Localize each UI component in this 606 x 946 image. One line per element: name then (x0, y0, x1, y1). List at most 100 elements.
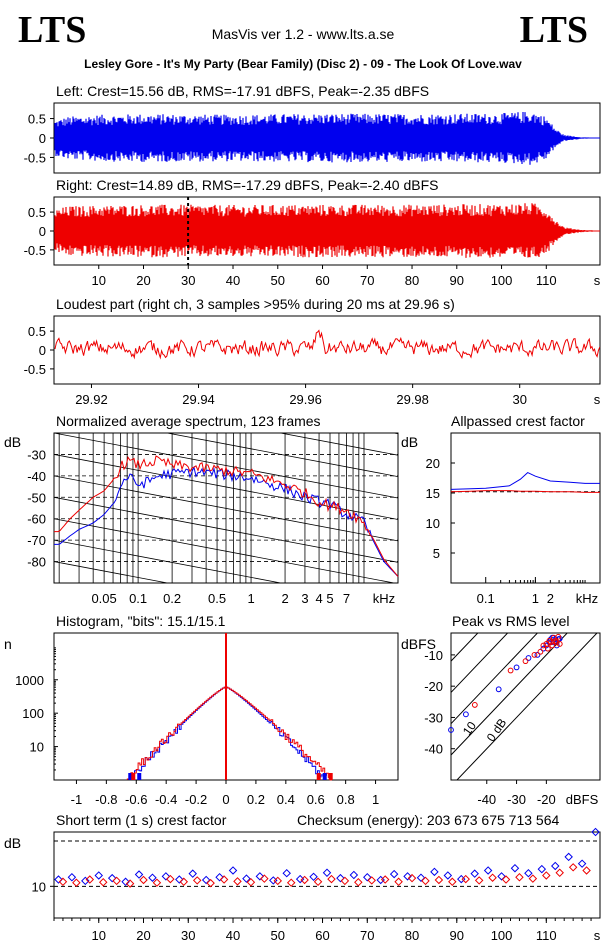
allpassed-y-unit: dB (401, 434, 418, 450)
short-term-x-label: 90 (450, 928, 464, 943)
peak-rms-point-red (544, 645, 551, 652)
short-term-point-blue (54, 875, 63, 884)
histogram-x-label: -0.2 (185, 792, 207, 807)
peak-rms-y-label: -10 (424, 648, 443, 663)
spectrum-y-label: -60 (27, 512, 46, 527)
short-term-point-red (286, 878, 296, 887)
short-term-point-blue (67, 873, 77, 882)
short-term-point-red (434, 875, 444, 885)
short-term-point-red (313, 877, 323, 887)
short-term-point-red (528, 874, 538, 883)
spectrum-y-label: -30 (27, 447, 46, 462)
short-term-point-red (582, 866, 591, 875)
histogram-x-label: 0.8 (337, 792, 355, 807)
loudest-part-x-label: 30 (512, 392, 526, 407)
histogram-title: Histogram, "bits": 15.1/15.1 (56, 613, 226, 629)
short-term-point-red (300, 875, 309, 885)
peak-rms-y-label: -20 (424, 679, 443, 694)
short-term-point-blue (497, 872, 506, 881)
loudest-part-x-label: 29.96 (289, 392, 322, 407)
short-term-x-label: 80 (405, 928, 419, 943)
peak-rms-x-label: -30 (507, 792, 526, 807)
peak-rms-x-label: -20 (537, 792, 556, 807)
short-term-point-red (233, 877, 242, 886)
short-term-point-blue (457, 874, 466, 884)
spectrum-x-label: 5 (326, 591, 333, 606)
short-term-point-blue (309, 872, 318, 882)
app-title: MasVis ver 1.2 - www.lts.a.se (211, 26, 395, 42)
peak-rms-point-blue (534, 651, 541, 658)
histogram-right-red (226, 686, 332, 781)
peak-rms-point-red (556, 641, 563, 647)
short-term-point-red (394, 877, 403, 887)
right_waveform-title: Right: Crest=14.89 dB, RMS=-17.29 dBFS, … (56, 177, 438, 193)
short-term-point-blue (403, 872, 412, 881)
allpassed-y-label: 5 (433, 546, 440, 561)
right_waveform-x-unit: s (594, 273, 601, 288)
histogram-x-label: 0.6 (307, 792, 325, 807)
short-term-point-red (58, 877, 68, 887)
histogram-outer-bin (131, 773, 136, 780)
histogram-y-label: 10 (30, 740, 44, 755)
short-term-point-blue (188, 869, 197, 878)
spectrum-slope-line (54, 518, 397, 583)
short-term-point-blue (322, 868, 332, 877)
short-term-x-label: 100 (491, 928, 513, 943)
short-term-x-label: 50 (271, 928, 285, 943)
short-term-point-red (515, 873, 524, 882)
histogram-left-blue (128, 686, 226, 781)
spectrum-title: Normalized average spectrum, 123 frames (56, 413, 321, 429)
histogram-x-label: 1 (372, 792, 379, 807)
right_waveform-x-label: 10 (92, 273, 106, 288)
short-term-point-red (407, 873, 417, 883)
histogram-outer-bin (328, 773, 333, 780)
short-term-point-red (192, 876, 202, 885)
spectrum-x-label: 4 (315, 591, 322, 606)
left_waveform-title: Left: Crest=15.56 dB, RMS=-17.91 dBFS, P… (56, 83, 429, 99)
peak-rms-point-red (537, 648, 544, 655)
peak-rms-point-blue (463, 711, 469, 718)
short-term-x-unit: s (594, 928, 601, 943)
histogram-x-label: -0.4 (155, 792, 177, 807)
short-term-x-label: 110 (536, 928, 557, 943)
short-term-point-blue (524, 868, 533, 878)
short-term-point-blue (430, 867, 439, 877)
short-term-point-red (166, 874, 175, 884)
spectrum-x-unit: kHz (373, 591, 395, 606)
short-term-point-red (179, 877, 189, 887)
peak-rms-point-red (552, 637, 559, 644)
short-term-point-red (219, 875, 229, 884)
short-term-point-blue (483, 866, 493, 875)
short-term-point-red (367, 876, 376, 885)
short-term-point-red (354, 877, 363, 887)
peak-rms-title: Peak vs RMS level (452, 613, 569, 629)
short-term-x-label: 60 (315, 928, 329, 943)
histogram-x-label: 0 (222, 792, 229, 807)
left_waveform-y-label: 0 (39, 131, 46, 146)
spectrum-y-label: -50 (27, 490, 46, 505)
short-term-point-blue (537, 864, 547, 874)
peak-rms-crest-label: 10 (460, 719, 479, 738)
histogram-outer-bin (316, 773, 321, 780)
peak-rms-x-label: -40 (477, 792, 496, 807)
short-term-point-red (555, 868, 564, 877)
peak-rms-point-red (549, 642, 556, 649)
peak-rms-point-red (555, 633, 562, 640)
histogram-x-label: -0.8 (95, 792, 117, 807)
right_waveform-y-label: -0.5 (24, 243, 46, 258)
short-term-point-red (152, 878, 162, 887)
short-term-point-red (380, 875, 390, 884)
short-term-point-red (260, 874, 269, 883)
peak-rms-point-blue (513, 664, 520, 671)
right_waveform-x-label: 110 (536, 273, 557, 288)
left_waveform-signal (54, 112, 600, 165)
loudest-part-x-label: 29.94 (182, 392, 215, 407)
peak-rms-point-red (531, 651, 538, 658)
loudest-part-title: Loudest part (right ch, 3 samples >95% d… (56, 296, 455, 312)
histogram-x-label: 0.4 (277, 792, 295, 807)
allpassed-series-blue (450, 472, 600, 490)
right_waveform-y-label: 0.5 (28, 205, 46, 220)
short-term-point-red (461, 874, 470, 884)
loudest-part-x-label: 29.98 (396, 392, 429, 407)
short-term-point-red (112, 876, 121, 886)
